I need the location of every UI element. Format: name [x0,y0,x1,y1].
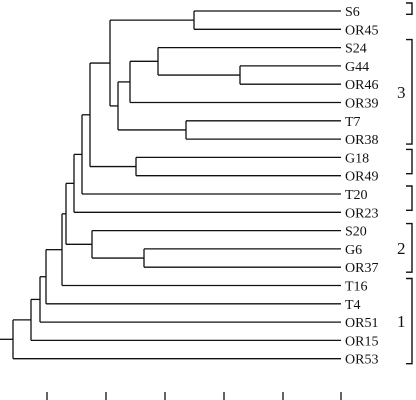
leaf-label: OR38 [345,133,378,148]
leaf-label: S20 [345,225,367,240]
leaf-label: S6 [345,5,360,20]
leaf-label: T7 [345,115,361,130]
leaf-label: OR51 [345,316,378,331]
cluster-label: 1 [397,312,406,331]
cluster-label: 2 [397,239,406,258]
leaf-label: OR45 [345,23,378,38]
leaf-label: T16 [345,280,368,295]
leaf-label: OR15 [345,334,378,349]
leaf-label: G18 [345,151,369,166]
leaf-label: OR37 [345,261,378,276]
leaf-label: OR39 [345,97,378,112]
leaf-label: OR23 [345,206,378,221]
leaf-label: G6 [345,243,362,258]
cluster-bracket-3 [406,38,413,145]
leaf-label: OR46 [345,78,378,93]
cluster-label: 3 [397,83,406,102]
minor-bracket [406,185,413,211]
leaf-label: T20 [345,188,368,203]
tree-branches [0,10,341,360]
leaf-label: G44 [345,60,369,75]
minor-bracket [406,148,413,175]
leaf-label: T4 [345,298,361,313]
leaf-label: OR53 [345,353,378,368]
cluster-bracket-2 [406,222,413,273]
minor-bracket [406,2,413,15]
leaf-label: OR49 [345,170,378,185]
leaf-label: S24 [345,42,367,57]
leaf-labels: S6 OR45 S24 G44 OR46 OR39 T7 OR38 G18 OR49 T20 OR23… [345,5,378,368]
distance-axis [46,392,342,400]
cluster-brackets: 3 2 1 [397,2,413,365]
cluster-bracket-1 [406,277,413,365]
